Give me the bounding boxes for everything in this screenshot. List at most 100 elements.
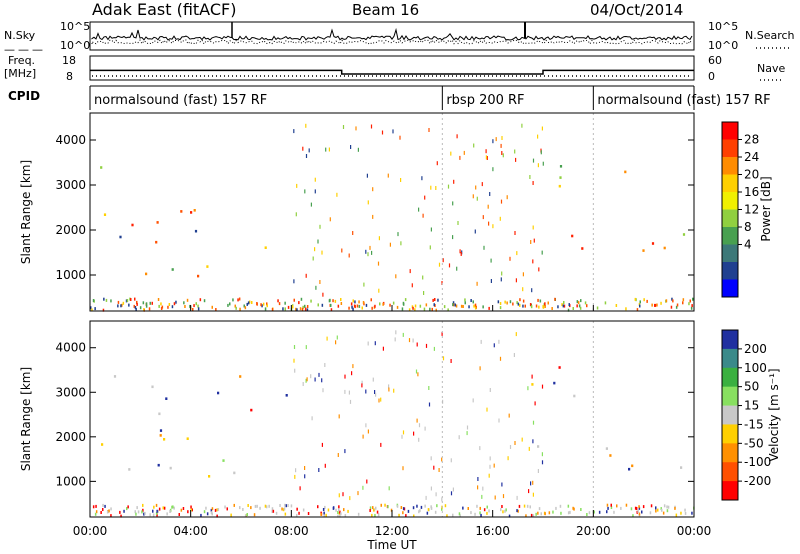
power-cell bbox=[304, 189, 306, 194]
power-cell bbox=[422, 213, 424, 218]
power-cell bbox=[129, 297, 131, 301]
velocity-cell bbox=[436, 504, 438, 508]
velocity-cell bbox=[357, 491, 359, 496]
power-cell bbox=[492, 167, 494, 172]
velocity-cell bbox=[126, 507, 128, 511]
velocity-cell bbox=[537, 511, 539, 515]
freq-frame bbox=[89, 55, 695, 81]
noise-traces bbox=[91, 22, 693, 45]
power-cell bbox=[435, 308, 437, 312]
velocity-cell bbox=[149, 513, 151, 517]
power-cell bbox=[487, 204, 489, 209]
velocity-cell bbox=[285, 394, 288, 397]
velocity-cell bbox=[349, 399, 352, 404]
velocity-cell bbox=[625, 503, 628, 507]
power-colorbar-label: Power [dB] bbox=[759, 176, 773, 241]
power-colorbar-cells bbox=[722, 122, 738, 298]
power-cell bbox=[542, 305, 544, 309]
velocity-cell bbox=[642, 505, 645, 509]
velocity-cell bbox=[101, 443, 104, 446]
power-cell bbox=[314, 189, 316, 194]
power-cell bbox=[397, 232, 399, 237]
power-cell bbox=[366, 173, 368, 178]
power-cell bbox=[460, 304, 463, 308]
velocity-cell bbox=[567, 504, 570, 508]
power-cell bbox=[158, 304, 160, 308]
velocity-cell bbox=[498, 339, 500, 344]
velocity-cell bbox=[321, 378, 323, 383]
power-cell bbox=[490, 279, 492, 283]
velocity-cell bbox=[247, 504, 249, 507]
power-cell bbox=[509, 300, 512, 304]
velocity-cell bbox=[250, 408, 253, 412]
velocity-colorbar-tick-label: -200 bbox=[744, 474, 771, 488]
power-cell bbox=[540, 150, 542, 155]
power-cell bbox=[189, 304, 191, 308]
power-cell bbox=[377, 261, 380, 266]
power-cell bbox=[328, 299, 331, 303]
power-cell bbox=[197, 304, 199, 308]
velocity-cell bbox=[384, 503, 386, 507]
power-cell bbox=[350, 302, 353, 306]
velocity-y-tick-label: 2000 bbox=[55, 430, 86, 444]
velocity-cell bbox=[680, 466, 683, 469]
velocity-cell bbox=[306, 377, 308, 382]
x-tick-label: 12:00 bbox=[375, 524, 410, 538]
velocity-cell bbox=[302, 508, 305, 512]
power-cell bbox=[332, 299, 334, 303]
power-cell bbox=[551, 307, 553, 310]
velocity-cell bbox=[388, 486, 390, 491]
velocity-cell bbox=[663, 504, 666, 508]
velocity-cell bbox=[588, 511, 591, 515]
velocity-cell bbox=[211, 507, 214, 511]
power-colorbar-tick-label: 28 bbox=[744, 133, 759, 147]
velocity-cell bbox=[498, 418, 500, 423]
velocity-cell bbox=[508, 514, 511, 518]
velocity-cell bbox=[102, 503, 104, 507]
velocity-cell bbox=[479, 366, 481, 371]
power-cell bbox=[284, 307, 286, 311]
power-cell bbox=[688, 302, 690, 306]
power-cell bbox=[367, 200, 369, 205]
velocity-colorbar-cell bbox=[722, 424, 738, 444]
velocity-cell bbox=[293, 358, 295, 363]
power-cell bbox=[321, 303, 324, 307]
power-cell bbox=[515, 157, 517, 162]
power-cell bbox=[336, 192, 338, 197]
power-cell bbox=[322, 292, 324, 297]
power-cell bbox=[429, 245, 431, 250]
velocity-cell bbox=[351, 371, 353, 376]
power-cell bbox=[299, 307, 302, 311]
power-cell bbox=[490, 258, 492, 263]
velocity-cell bbox=[382, 346, 384, 351]
power-cell bbox=[363, 282, 365, 287]
power-cell bbox=[382, 302, 384, 306]
power-cell bbox=[460, 252, 462, 256]
cpid-segment-text: rbsp 200 RF bbox=[446, 93, 524, 108]
power-cell bbox=[571, 234, 574, 238]
velocity-cell bbox=[338, 508, 340, 512]
power-cell bbox=[315, 285, 317, 290]
power-cell bbox=[237, 298, 239, 302]
power-cell bbox=[636, 308, 639, 312]
velocity-cell bbox=[180, 508, 183, 512]
velocity-cell bbox=[264, 504, 267, 508]
velocity-cell bbox=[493, 463, 495, 468]
velocity-cell bbox=[323, 514, 325, 518]
velocity-cell bbox=[472, 398, 474, 403]
velocity-cell bbox=[530, 513, 533, 517]
velocity-cell bbox=[191, 508, 193, 512]
velocity-cell bbox=[494, 495, 496, 500]
velocity-cell bbox=[555, 506, 557, 510]
velocity-cell bbox=[674, 506, 676, 510]
velocity-cell bbox=[380, 397, 382, 402]
power-cell bbox=[365, 303, 368, 307]
velocity-cell bbox=[375, 506, 377, 510]
power-colorbar-cell bbox=[722, 139, 738, 158]
velocity-cell bbox=[272, 509, 275, 513]
velocity-cell bbox=[307, 512, 310, 515]
power-cell bbox=[670, 305, 673, 309]
power-cell bbox=[194, 229, 198, 233]
power-cell bbox=[682, 233, 686, 236]
power-cell bbox=[266, 302, 268, 306]
